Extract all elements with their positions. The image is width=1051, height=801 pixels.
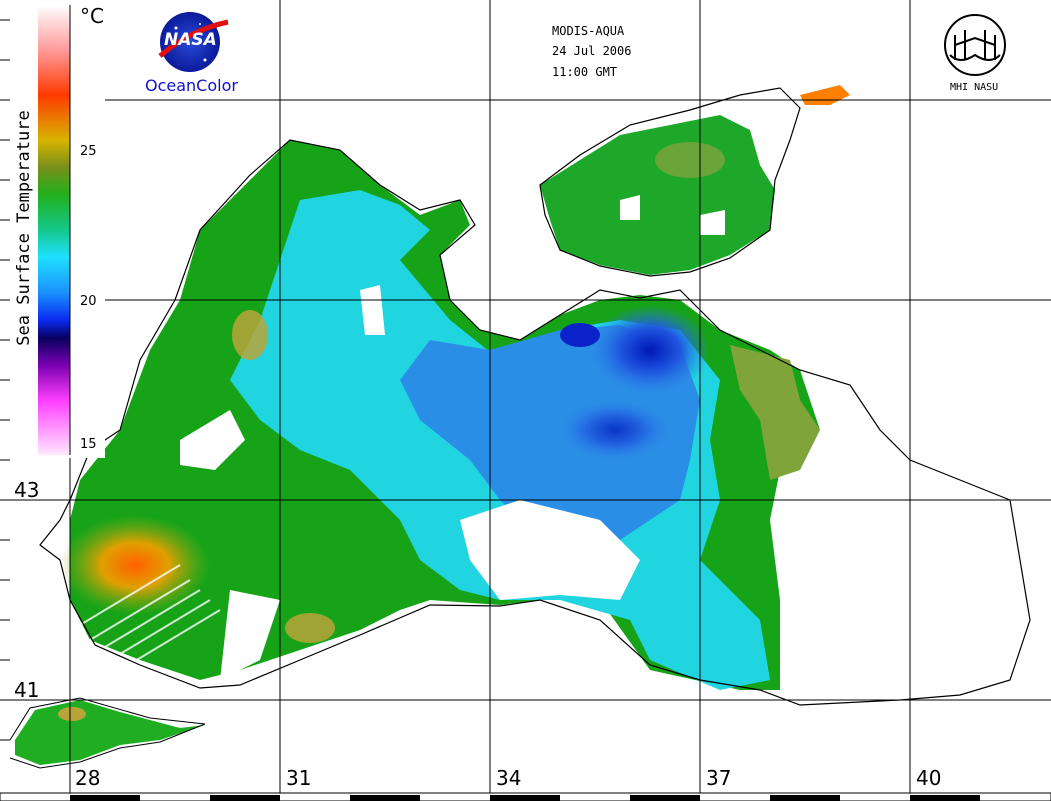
colorbar-tick-15: 15 [80,437,97,452]
marmara-warm [58,707,86,721]
bottom-scale-ticks [70,795,980,801]
swath-stripes [79,564,221,671]
nasa-logo [158,12,229,72]
azov-coastline [539,87,801,277]
south-warm-spot [285,613,335,643]
cloud-mask-south [460,500,640,600]
lon-label-31: 31 [286,766,312,790]
date-label: 24 Jul 2006 [552,44,632,58]
colorbar-unit: °C [80,4,104,28]
central-eddy [590,305,710,395]
cloud-mask-west [180,410,245,470]
colorbar-tick-25: 25 [80,144,97,159]
coastline [39,139,1031,706]
south-eddy [560,400,670,460]
sw-warm-patch [60,515,210,615]
azov-cloud [620,195,725,235]
lon-label-28: 28 [75,766,101,790]
lon-label-34: 34 [496,766,522,790]
mhi-nasu-label: MHI NASU [950,82,999,93]
colorbar [38,5,70,455]
east-coast-warm [730,345,820,480]
lon-label-40: 40 [916,766,942,790]
colorbar-tick-20: 20 [80,294,97,309]
shelf-warm-spot [232,310,268,360]
time-label: 11:00 GMT [552,65,618,79]
mhi-logo [944,14,1006,76]
cloud-mask-southeast [780,460,1030,700]
azov-warm-patch [655,142,725,178]
marmara-sea [15,700,205,765]
lat-label-43: 43 [14,478,40,502]
oceancolor-label: OceanColor [145,76,238,95]
left-scale-ticks [0,19,10,741]
lon-label-37: 37 [706,766,732,790]
marmara-coastline [9,697,206,769]
kerch-warm [800,85,850,105]
colorbar-title: Sea Surface Temperature [14,110,34,346]
satellite-label: MODIS-AQUA [552,24,625,38]
cloud-mask-southwest [220,590,280,680]
nasa-logo-text: NASA [164,30,217,50]
lat-label-41: 41 [14,678,40,702]
small-eddy [560,323,600,347]
cloud-mask-center [360,285,385,335]
